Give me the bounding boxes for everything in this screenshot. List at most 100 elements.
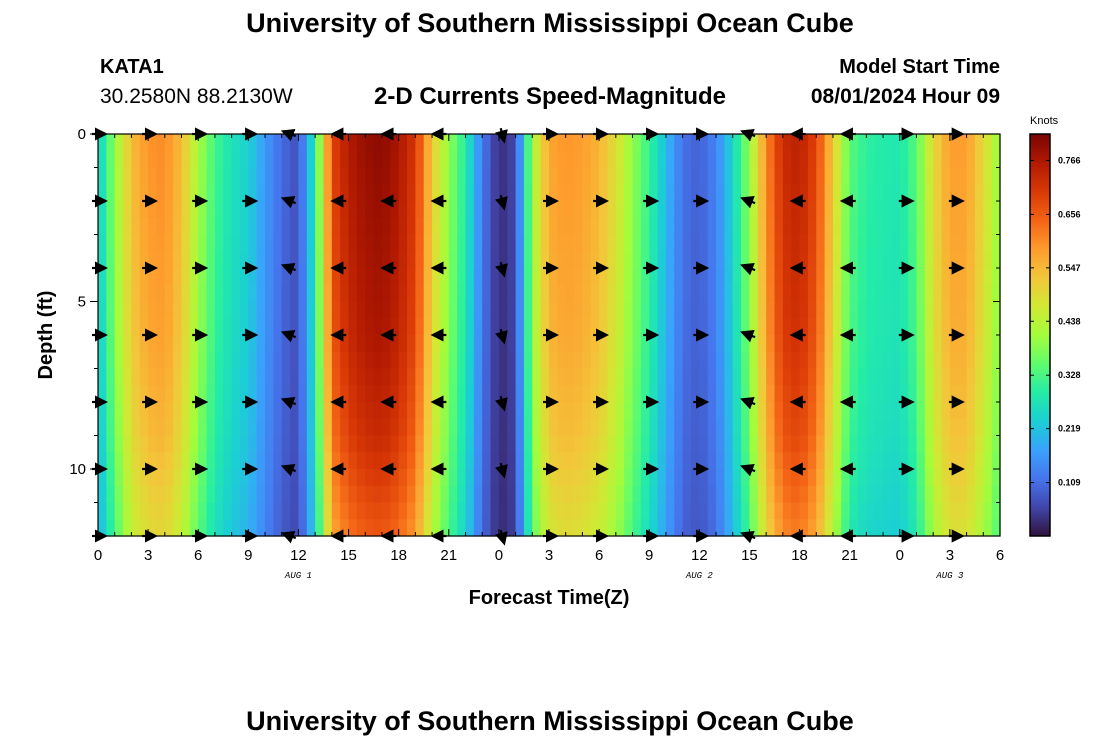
heatmap-cell <box>916 184 926 202</box>
heatmap-cell <box>457 284 467 303</box>
heatmap-cell <box>983 402 993 420</box>
heatmap-cell <box>883 150 893 169</box>
heatmap-cell <box>974 368 984 386</box>
heatmap-cell <box>340 201 350 219</box>
heatmap-cell <box>607 251 617 269</box>
heatmap-cell <box>807 301 817 319</box>
heatmap-cell <box>690 284 700 303</box>
heatmap-cell <box>874 452 884 470</box>
colorbar: Knots 0.1090.2190.3280.4380.5470.6560.76… <box>1029 115 1081 537</box>
heatmap-cell <box>724 234 734 252</box>
heatmap-cell <box>365 201 375 219</box>
heatmap-cell <box>699 402 709 420</box>
heatmap-cell <box>665 502 675 520</box>
heatmap-cell <box>782 301 792 319</box>
x-tick-label: 9 <box>645 547 653 564</box>
heatmap-cell <box>807 318 817 336</box>
heatmap-cell <box>173 368 183 386</box>
heatmap-cell <box>924 335 934 353</box>
heatmap-cell <box>507 167 517 185</box>
heatmap-cell <box>265 268 274 286</box>
heatmap-cell <box>131 469 141 487</box>
heatmap-cell <box>615 251 625 269</box>
heatmap-cell <box>991 402 1001 420</box>
heatmap-cell <box>958 385 968 403</box>
heatmap-cell <box>523 385 533 403</box>
heatmap-cell <box>974 469 984 487</box>
x-tick-label: 18 <box>791 547 808 564</box>
speed-heatmap <box>98 134 1001 537</box>
heatmap-cell <box>674 234 684 252</box>
heatmap-cell <box>490 418 500 437</box>
heatmap-cell <box>231 201 241 219</box>
heatmap-cell <box>457 201 467 219</box>
heatmap-cell <box>306 402 316 420</box>
heatmap-cell <box>958 418 968 437</box>
heatmap-cell <box>949 402 959 420</box>
heatmap-cell <box>98 201 107 219</box>
heatmap-cell <box>732 217 742 236</box>
heatmap-cell <box>891 351 901 370</box>
heatmap-cell <box>632 268 642 286</box>
heatmap-cell <box>515 251 525 269</box>
heatmap-cell <box>757 485 767 504</box>
heatmap-cell <box>632 368 642 386</box>
heatmap-cell <box>624 435 634 453</box>
heatmap-cell <box>557 435 567 453</box>
heatmap-cell <box>991 217 1001 236</box>
heatmap-cell <box>448 268 458 286</box>
heatmap-cell <box>231 452 241 470</box>
heatmap-cell <box>231 301 241 319</box>
heatmap-cell <box>624 519 634 537</box>
heatmap-cell <box>941 469 951 487</box>
heatmap-cell <box>440 201 450 219</box>
heatmap-cell <box>515 184 525 202</box>
heatmap-cell <box>665 469 675 487</box>
heatmap-cell <box>757 318 767 336</box>
heatmap-cell <box>256 134 266 152</box>
heatmap-cell <box>473 284 483 303</box>
colorbar-tick-label: 0.766 <box>1058 155 1081 165</box>
heatmap-cell <box>373 435 383 453</box>
heatmap-cell <box>774 335 784 353</box>
heatmap-cell <box>858 150 867 169</box>
heatmap-cell <box>248 318 258 336</box>
heatmap-cell <box>231 251 241 269</box>
heatmap-cell <box>741 134 751 152</box>
heatmap-cell <box>256 150 266 169</box>
heatmap-cell <box>306 351 316 370</box>
heatmap-cell <box>231 418 241 437</box>
heatmap-cell <box>515 301 525 319</box>
heatmap-cell <box>198 402 208 420</box>
heatmap-cell <box>223 519 233 537</box>
heatmap-cell <box>156 435 166 453</box>
heatmap-cell <box>791 351 801 370</box>
heatmap-cell <box>139 402 149 420</box>
heatmap-cell <box>373 485 383 504</box>
heatmap-cell <box>523 418 533 437</box>
heatmap-cell <box>624 217 634 236</box>
heatmap-cell <box>482 351 492 370</box>
heatmap-cell <box>782 435 792 453</box>
heatmap-cell <box>148 134 158 152</box>
heatmap-cell <box>306 234 316 252</box>
heatmap-cell <box>256 452 266 470</box>
heatmap-cell <box>883 385 893 403</box>
heatmap-cell <box>565 268 575 286</box>
heatmap-cell <box>114 234 124 252</box>
heatmap-cell <box>791 301 801 319</box>
heatmap-cell <box>290 268 300 286</box>
heatmap-cell <box>482 167 492 185</box>
heatmap-cell <box>156 167 166 185</box>
heatmap-cell <box>198 184 208 202</box>
heatmap-cell <box>741 284 751 303</box>
heatmap-cell <box>131 284 141 303</box>
heatmap-cell <box>716 469 725 487</box>
heatmap-cell <box>557 452 567 470</box>
heatmap-cell <box>557 251 567 269</box>
heatmap-cell <box>590 268 600 286</box>
heatmap-cell <box>724 318 734 336</box>
heatmap-cell <box>941 502 951 520</box>
heatmap-cell <box>331 134 341 152</box>
heatmap-cell <box>599 251 609 269</box>
